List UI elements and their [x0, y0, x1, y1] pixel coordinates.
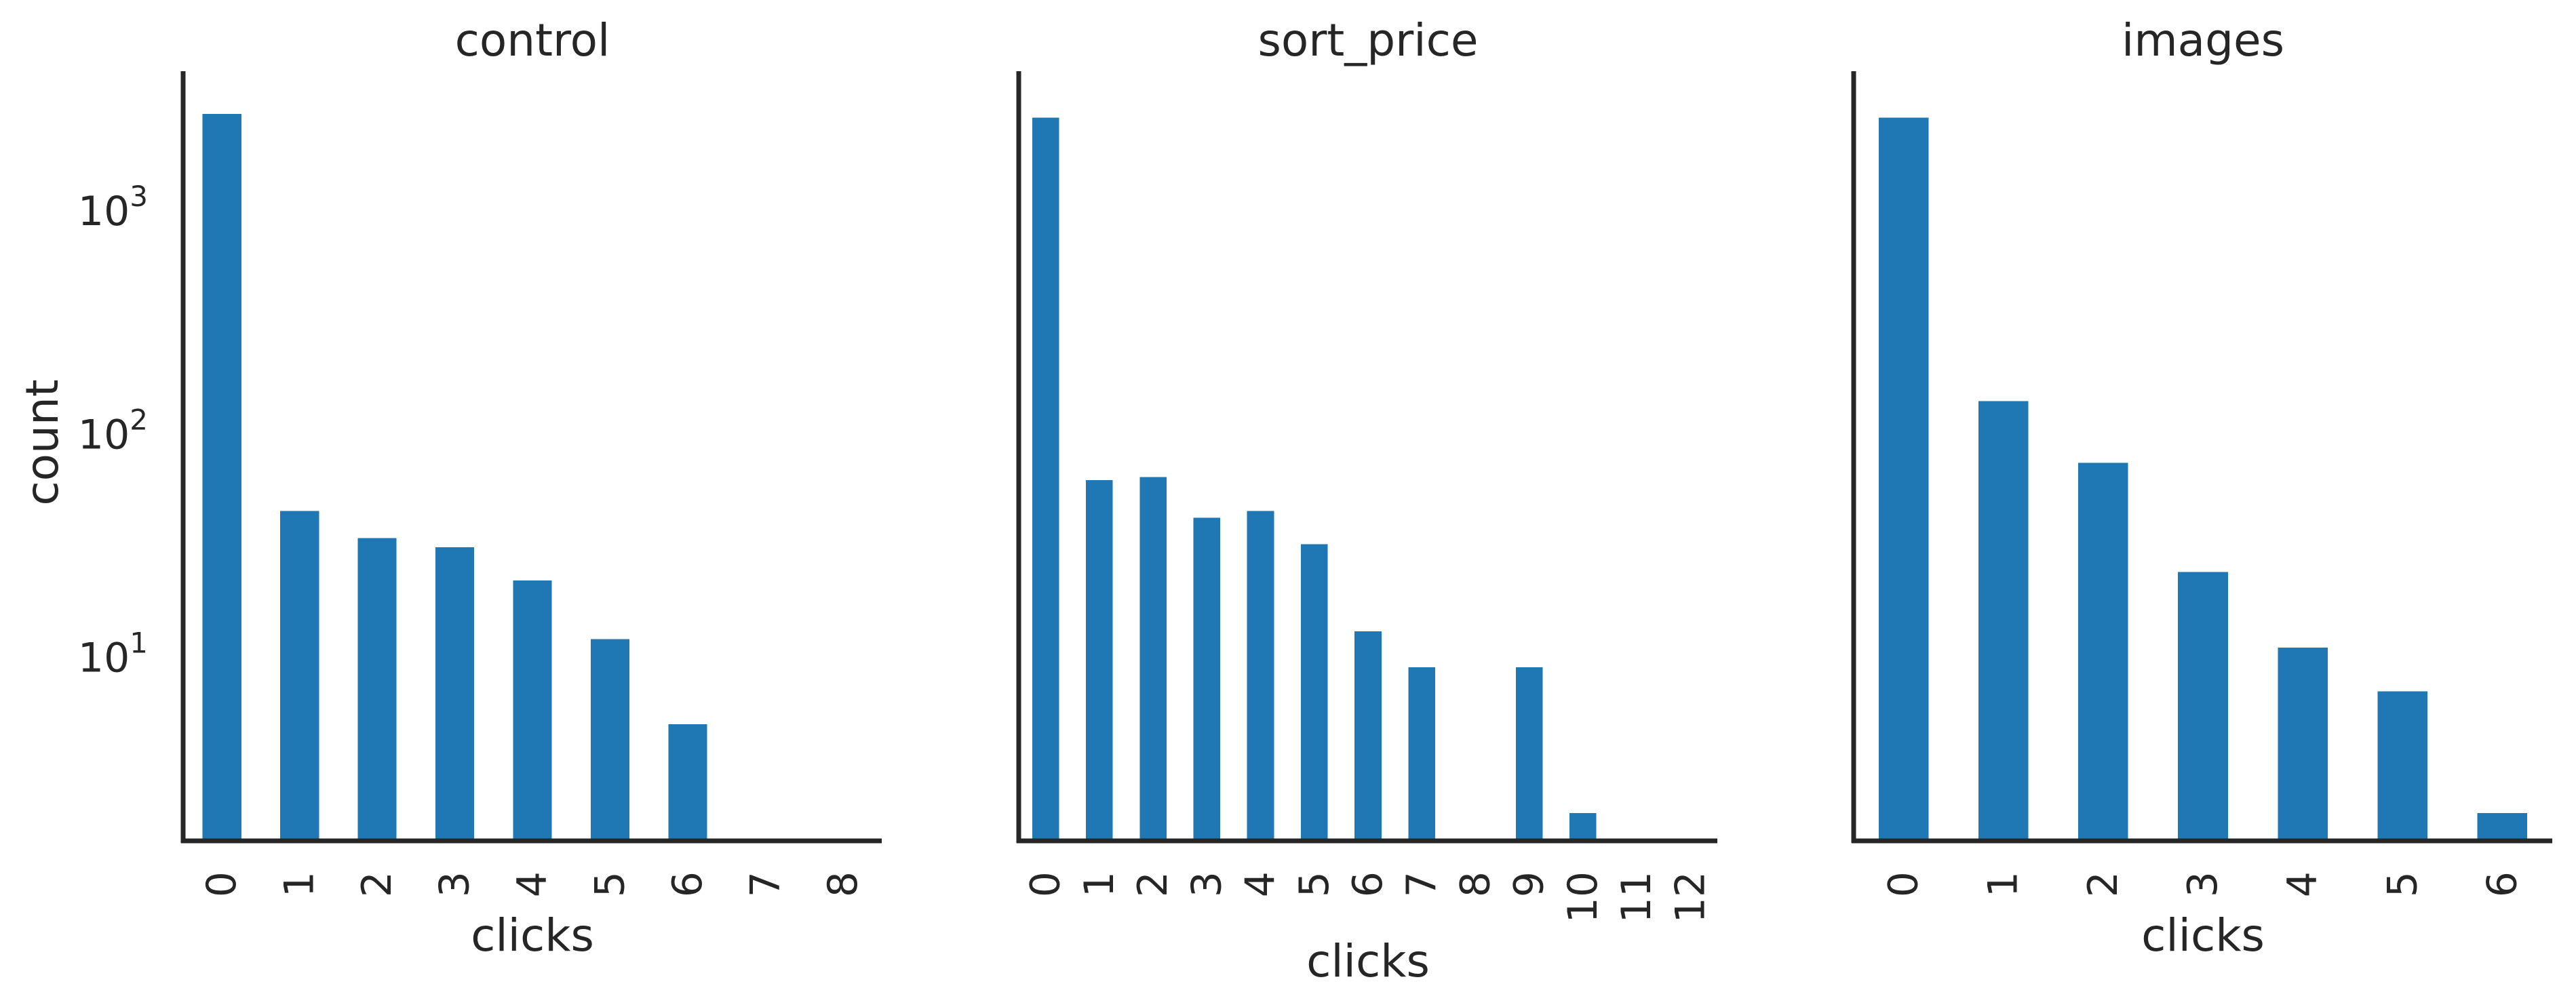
x-tick-label: 8 — [1452, 871, 1500, 897]
bar-sort_price-7 — [1408, 667, 1435, 841]
x-axis-label: clicks — [2141, 909, 2265, 962]
x-tick-label: 1 — [1980, 871, 2027, 897]
bar-sort_price-2 — [1139, 477, 1167, 841]
bar-images-3 — [2178, 572, 2228, 841]
bar-images-2 — [2078, 462, 2128, 841]
panel-control: 0 1 2 3 4 5 6 7 8 control clicks count 101 102 103 — [16, 14, 882, 962]
bar-control-1 — [280, 511, 319, 841]
bar-sort_price-10 — [1569, 812, 1597, 841]
y-tick-label: 103 — [78, 180, 148, 235]
panel-title: sort_price — [1257, 14, 1478, 66]
x-tick-label: 3 — [1183, 871, 1230, 897]
bar-sort_price-6 — [1354, 631, 1382, 841]
bar-sort_price-4 — [1247, 511, 1274, 841]
bar-control-6 — [668, 724, 707, 841]
y-tick-label: 101 — [78, 627, 148, 682]
panel-title: control — [455, 14, 610, 66]
x-tick-label: 3 — [431, 871, 479, 897]
bar-sort_price-1 — [1086, 479, 1113, 841]
panel-title: images — [2122, 14, 2284, 66]
bar-images-5 — [2377, 691, 2428, 841]
bar-control-5 — [590, 639, 629, 841]
x-tick-label: 7 — [1398, 871, 1445, 897]
bar-sort_price-5 — [1301, 544, 1328, 841]
x-tick-label: 0 — [198, 871, 246, 897]
bar-sort_price-0 — [1032, 117, 1059, 842]
x-tick-label: 6 — [1344, 871, 1392, 897]
bar-control-3 — [435, 547, 475, 841]
bar-sort_price-3 — [1193, 517, 1221, 841]
x-tick-label: 6 — [664, 871, 711, 897]
bar-images-0 — [1878, 117, 1929, 842]
x-tick-label: 7 — [741, 871, 789, 897]
x-tick-label: 4 — [509, 871, 556, 897]
y-axis-label: count — [16, 379, 69, 505]
x-tick-label: 5 — [1291, 871, 1338, 897]
x-axis-label: clicks — [471, 909, 594, 962]
x-tick-label: 1 — [276, 871, 324, 897]
x-tick-label: 9 — [1506, 871, 1553, 897]
y-tick-label: 102 — [78, 403, 148, 459]
x-tick-label: 5 — [586, 871, 633, 897]
x-tick-label: 2 — [1129, 871, 1177, 897]
x-tick-label: 10 — [1559, 871, 1607, 923]
x-tick-label: 2 — [353, 871, 401, 897]
x-tick-label: 4 — [1237, 871, 1285, 897]
bar-images-4 — [2278, 648, 2328, 841]
panel-images: 0 1 2 3 4 5 6 images clicks — [1851, 14, 2552, 962]
x-tick-label: 11 — [1613, 871, 1660, 923]
x-tick-label: 3 — [2179, 871, 2227, 897]
x-tick-label: 1 — [1076, 871, 1123, 897]
bar-sort_price-9 — [1515, 667, 1543, 841]
x-tick-label: 8 — [819, 871, 867, 897]
x-tick-label: 12 — [1666, 871, 1714, 923]
bar-control-0 — [202, 114, 241, 842]
x-tick-label: 6 — [2478, 871, 2526, 897]
x-tick-label: 0 — [1880, 871, 1928, 897]
x-tick-label: 0 — [1022, 871, 1070, 897]
x-axis-label: clicks — [1306, 935, 1430, 987]
bar-control-2 — [357, 538, 397, 841]
x-tick-label: 4 — [2279, 871, 2326, 897]
bar-images-1 — [1978, 401, 2029, 841]
bar-control-4 — [513, 580, 552, 841]
x-tick-label: 2 — [2080, 871, 2127, 897]
bar-images-6 — [2477, 812, 2528, 841]
x-tick-label: 5 — [2379, 871, 2426, 897]
